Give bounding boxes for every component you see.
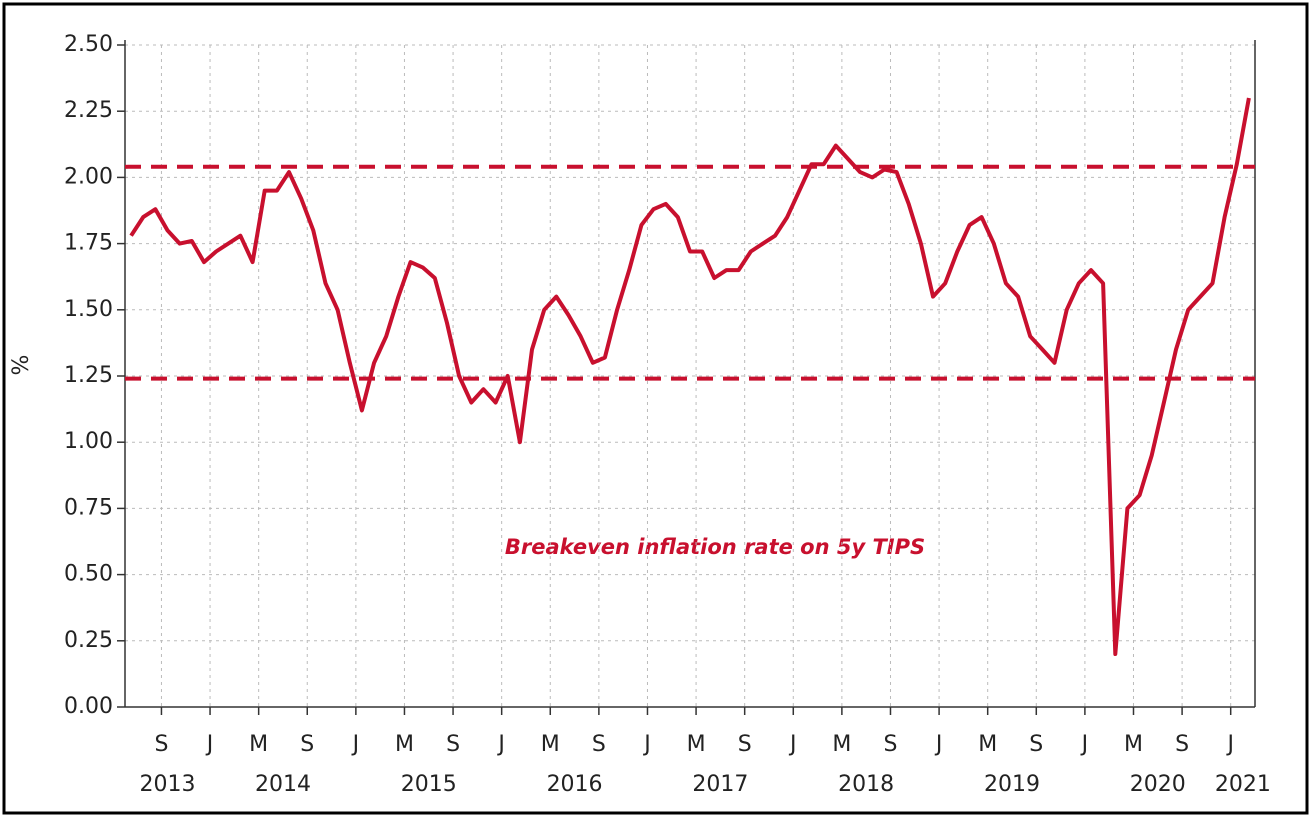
x-tick-label: S [1175, 732, 1189, 757]
x-tick-label: M [541, 732, 560, 757]
year-label: 2013 [140, 772, 196, 797]
y-tick-label: 2.50 [64, 32, 113, 57]
data-line [129, 97, 1251, 656]
year-label: 2015 [401, 772, 457, 797]
y-tick-label: 1.25 [64, 363, 113, 388]
y-tick-label: 0.00 [64, 694, 113, 719]
x-tick-label: S [883, 732, 897, 757]
year-label: 2019 [984, 772, 1040, 797]
x-tick-label: S [154, 732, 168, 757]
year-label: 2020 [1130, 772, 1186, 797]
x-tick-label: J [205, 732, 214, 757]
x-tick-label: J [496, 732, 505, 757]
year-label: 2017 [692, 772, 748, 797]
y-tick-label: 1.75 [64, 231, 113, 256]
year-label: 2021 [1215, 772, 1271, 797]
year-label: 2014 [255, 772, 311, 797]
year-label: 2016 [547, 772, 603, 797]
annotation: Breakeven inflation rate on 5y TIPS [505, 535, 925, 559]
x-tick-label: S [446, 732, 460, 757]
y-tick-label: 0.50 [64, 562, 113, 587]
x-tick-label: J [642, 732, 651, 757]
y-tick-label: 1.00 [64, 429, 113, 454]
x-tick-label: M [832, 732, 851, 757]
y-tick-label: 2.25 [64, 98, 113, 123]
x-tick-label: M [395, 732, 414, 757]
x-tick-label: S [300, 732, 314, 757]
x-tick-label: J [1225, 732, 1234, 757]
x-tick-label: M [1124, 732, 1143, 757]
x-tick-label: M [249, 732, 268, 757]
y-tick-label: 0.25 [64, 628, 113, 653]
x-tick-label: J [351, 732, 360, 757]
x-tick-label: M [978, 732, 997, 757]
x-tick-label: J [934, 732, 943, 757]
x-tick-label: S [1029, 732, 1043, 757]
x-tick-label: S [738, 732, 752, 757]
x-tick-label: M [687, 732, 706, 757]
y-tick-label: 2.00 [64, 164, 113, 189]
x-tick-label: S [592, 732, 606, 757]
y-tick-label: 1.50 [64, 297, 113, 322]
year-label: 2018 [838, 772, 894, 797]
x-tick-label: J [788, 732, 797, 757]
y-axis-label: % [9, 355, 34, 376]
x-tick-label: J [1080, 732, 1089, 757]
y-tick-label: 0.75 [64, 495, 113, 520]
